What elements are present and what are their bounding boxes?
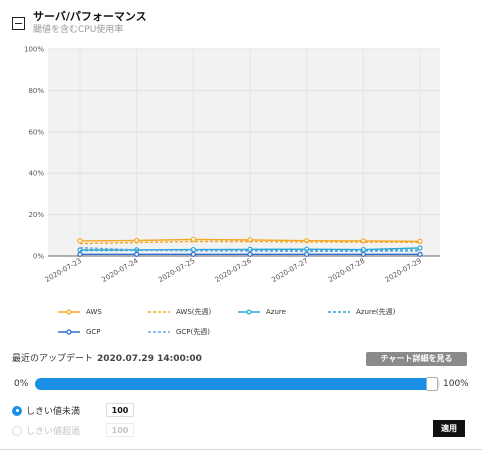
last-update: 最近のアップデート 2020.07.29 14:00:00 — [12, 351, 202, 364]
data-point — [247, 251, 253, 257]
x-tick-label: 2020-07-23 — [44, 257, 83, 284]
radio-below-selected[interactable] — [12, 405, 22, 416]
series-line-1 — [79, 240, 421, 245]
legend-item[interactable]: Azure — [238, 308, 328, 316]
threshold-above-label: しきい値超過 — [26, 427, 81, 437]
last-update-label: 最近のアップデート — [12, 354, 94, 364]
threshold-below-label: しきい値未満 — [26, 407, 81, 417]
slider-min-label: 0% — [14, 379, 29, 389]
y-tick-label: 100% — [24, 46, 44, 54]
card-title: サーバ/パフォーマンス — [33, 10, 147, 23]
legend-item[interactable]: AWS — [58, 308, 148, 316]
threshold-above-option[interactable]: しきい値超過 — [12, 424, 80, 437]
slider-max-label: 100% — [443, 379, 469, 389]
legend-label: GCP(先週) — [176, 328, 210, 336]
legend-label: AWS — [86, 308, 102, 316]
legend-row: GCP GCP(先週) — [58, 322, 458, 342]
data-point — [360, 251, 366, 257]
y-tick-label: 40% — [28, 170, 44, 178]
legend-swatch — [58, 309, 80, 315]
legend-swatch — [328, 311, 350, 313]
legend-item[interactable]: GCP(先週) — [148, 327, 238, 337]
legend-row: AWS AWS(先週) Azure Azure(先週) — [58, 302, 458, 322]
data-point — [417, 251, 423, 257]
title-block: サーバ/パフォーマンス 閾値を含むCPU使用率 — [33, 10, 147, 36]
threshold-above-input[interactable]: 100 — [106, 423, 134, 437]
legend-swatch — [148, 331, 170, 333]
x-tick-label: 2020-07-25 — [157, 257, 196, 284]
x-tick-label: 2020-07-26 — [214, 257, 254, 285]
legend-item[interactable]: Azure(先週) — [328, 307, 418, 317]
data-point — [190, 236, 196, 243]
last-update-timestamp: 2020.07.29 14:00:00 — [97, 354, 202, 364]
threshold-below-input[interactable]: 100 — [106, 403, 134, 417]
threshold-slider[interactable] — [35, 377, 440, 391]
series-line-5 — [79, 247, 421, 253]
legend-label: Azure(先週) — [356, 308, 396, 316]
x-tick-label: 2020-07-27 — [270, 257, 309, 284]
y-tick-label: 80% — [28, 87, 44, 95]
data-point — [134, 251, 140, 257]
y-tick-label: 60% — [28, 128, 44, 136]
x-tick-label: 2020-07-29 — [384, 257, 423, 284]
data-point — [77, 238, 83, 244]
threshold-slider-handle[interactable] — [425, 377, 438, 391]
card-subtitle: 閾値を含むCPU使用率 — [33, 25, 124, 35]
data-point — [304, 251, 310, 257]
y-tick-label: 20% — [28, 211, 44, 219]
legend-swatch — [148, 311, 170, 313]
x-tick-label: 2020-07-28 — [327, 257, 366, 284]
data-point — [77, 251, 83, 257]
legend-label: Azure — [266, 308, 286, 316]
legend-label: AWS(先週) — [176, 308, 212, 316]
chart-legend: AWS AWS(先週) Azure Azure(先週) GCP GCP(先週) — [58, 302, 458, 342]
y-tick-label: 0% — [33, 253, 44, 261]
legend-swatch — [58, 329, 80, 335]
x-tick-label: 2020-07-24 — [100, 257, 140, 285]
collapse-icon[interactable] — [12, 17, 25, 30]
data-point — [190, 251, 196, 257]
card-header: サーバ/パフォーマンス 閾値を含むCPU使用率 — [12, 10, 147, 36]
cpu-usage-chart: 0% 20% 40% 60% 80% 100% 2020-07-23 2020-07-24 20… — [24, 46, 440, 285]
bottom-divider — [0, 449, 482, 450]
plot-area — [48, 49, 440, 256]
data-point — [417, 238, 423, 244]
apply-button[interactable]: 適用 — [433, 420, 465, 437]
legend-label: GCP — [86, 328, 101, 336]
view-chart-details-button[interactable]: チャート詳細を見る — [366, 352, 467, 366]
legend-swatch — [238, 309, 260, 315]
threshold-slider-fill — [35, 378, 432, 390]
legend-item[interactable]: GCP — [58, 328, 148, 336]
legend-item[interactable]: AWS(先週) — [148, 307, 238, 317]
threshold-below-option[interactable]: しきい値未満 — [12, 404, 80, 417]
radio-above-unselected[interactable] — [12, 425, 22, 436]
